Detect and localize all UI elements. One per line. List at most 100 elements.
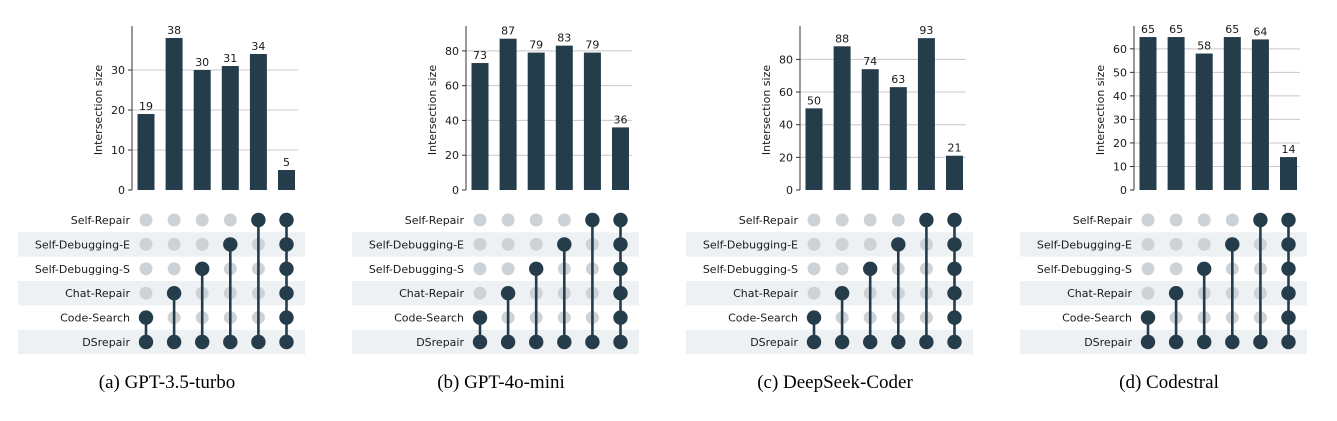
y-tick-label: 40: [445, 114, 459, 127]
matrix-dot-active: [613, 310, 628, 325]
matrix-dot-inactive: [807, 262, 821, 276]
bar-value-label: 65: [1225, 23, 1239, 36]
bar-value-label: 83: [557, 32, 571, 45]
matrix-dot-active: [1281, 310, 1296, 325]
matrix-dot-inactive: [139, 286, 153, 300]
bar: [946, 155, 963, 190]
set-label: Code-Search: [1062, 312, 1132, 325]
bar-value-label: 93: [919, 24, 933, 37]
bar: [583, 52, 601, 190]
matrix-dot-active: [251, 334, 266, 350]
matrix-dot-inactive: [195, 213, 209, 227]
matrix-dot-inactive: [863, 213, 877, 227]
set-label: Chat-Repair: [733, 287, 798, 300]
set-label: Self-Debugging-S: [35, 263, 130, 276]
matrix-dot-inactive: [139, 262, 153, 276]
set-label: Self-Debugging-E: [703, 238, 798, 251]
bar-value-label: 65: [1169, 23, 1183, 36]
bar-value-label: 31: [223, 52, 237, 65]
set-label: DSrepair: [750, 336, 798, 349]
bar: [278, 170, 295, 190]
matrix-dot-active: [1197, 261, 1212, 276]
set-label: Self-Debugging-S: [1037, 263, 1132, 276]
bar-value-label: 21: [948, 142, 962, 155]
matrix-dot-active: [166, 334, 182, 350]
matrix-dot-inactive: [1141, 286, 1155, 300]
matrix-dot-inactive: [863, 237, 877, 251]
bar: [193, 70, 211, 190]
matrix-dot-inactive: [473, 213, 487, 227]
bar-value-label: 79: [585, 39, 599, 52]
matrix-dot-inactive: [501, 237, 515, 251]
bar: [1195, 53, 1213, 190]
y-tick-label: 60: [1113, 43, 1127, 56]
bar-value-label: 58: [1197, 40, 1211, 53]
bar: [889, 87, 907, 190]
set-label: Chat-Repair: [1067, 287, 1132, 300]
matrix-dot-active: [1281, 286, 1296, 301]
matrix-dot-active: [1281, 237, 1296, 252]
matrix-dot-inactive: [557, 213, 571, 227]
matrix-dot-inactive: [195, 237, 209, 251]
y-tick-label: 80: [445, 45, 459, 58]
matrix-dot-active: [279, 261, 294, 276]
matrix-dot-inactive: [1141, 262, 1155, 276]
matrix-dot-active: [195, 261, 210, 276]
matrix-dot-active: [500, 286, 516, 301]
bar: [917, 38, 935, 190]
bar-value-label: 88: [835, 32, 849, 45]
panel-b: 0 20 40 60 80 Intersection size 73 87 79 83 79 36 Se…: [334, 0, 668, 421]
matrix-dot-active: [834, 334, 850, 350]
bar-value-label: 87: [501, 25, 515, 38]
matrix-dot-active: [863, 261, 878, 276]
y-tick-label: 20: [779, 151, 793, 164]
matrix-dot-active: [947, 334, 962, 350]
matrix-dot-inactive: [835, 237, 849, 251]
bar: [1251, 39, 1269, 190]
matrix-dot-inactive: [1169, 237, 1183, 251]
matrix-dot-active: [1168, 286, 1184, 301]
matrix-dot-active: [1168, 334, 1184, 350]
bar-value-label: 19: [139, 100, 153, 113]
matrix-dot-active: [834, 286, 850, 301]
matrix-dot-active: [806, 334, 822, 350]
y-axis-label: Intersection size: [760, 65, 773, 155]
y-tick-label: 10: [1113, 160, 1127, 173]
set-label: Chat-Repair: [399, 287, 464, 300]
y-axis-label: Intersection size: [426, 65, 439, 155]
y-tick-label: 20: [1113, 137, 1127, 150]
matrix-dot-inactive: [807, 286, 821, 300]
bar: [221, 66, 239, 190]
set-label: DSrepair: [82, 336, 130, 349]
matrix-dot-active: [1281, 334, 1296, 350]
matrix-dot-inactive: [891, 213, 905, 227]
set-label: Self-Debugging-S: [703, 263, 798, 276]
y-tick-label: 20: [445, 149, 459, 162]
set-label: Self-Debugging-E: [1037, 238, 1132, 251]
y-tick-label: 0: [452, 184, 459, 197]
matrix-dot-active: [279, 237, 294, 252]
bar: [137, 114, 155, 190]
matrix-dot-active: [500, 334, 516, 350]
matrix-dot-active: [472, 334, 488, 350]
matrix-dot-active: [1253, 334, 1268, 350]
matrix-dot-active: [138, 310, 154, 325]
bar: [833, 46, 851, 190]
matrix-dot-active: [947, 237, 962, 252]
y-tick-label: 0: [1120, 184, 1127, 197]
panel-d: 0 10 20 30 40 50 60 Intersection size 65 65 58 65 64…: [1002, 0, 1336, 421]
matrix-dot-active: [891, 237, 906, 252]
matrix-dot-inactive: [835, 262, 849, 276]
bar: [1139, 37, 1157, 190]
matrix-dot-active: [585, 334, 600, 350]
matrix-dot-inactive: [167, 213, 181, 227]
bar: [527, 52, 545, 190]
bar-value-label: 65: [1141, 23, 1155, 36]
set-label: Self-Repair: [739, 214, 799, 227]
matrix-dot-active: [863, 334, 878, 350]
matrix-dot-active: [891, 334, 906, 350]
bar: [165, 38, 183, 190]
y-tick-label: 30: [1113, 113, 1127, 126]
upset-chart-c: 0 20 40 60 80 Intersection size 50 88 74 63 93 21 Se…: [686, 24, 973, 355]
matrix-dot-active: [947, 261, 962, 276]
